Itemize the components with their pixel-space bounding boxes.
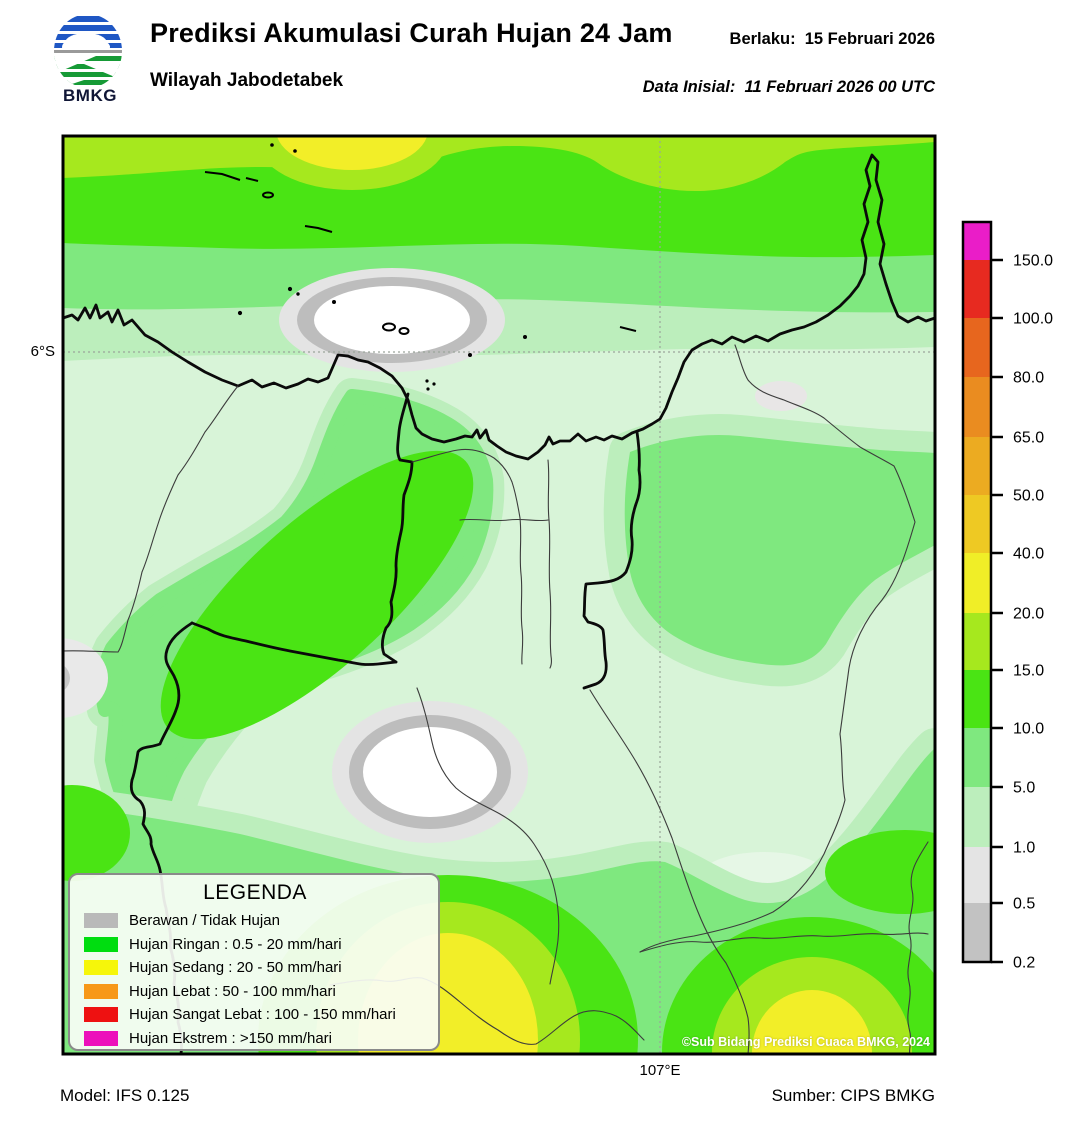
colorbar-segment (963, 437, 991, 495)
colorbar-segment (963, 728, 991, 787)
legend-item-label: Hujan Sangat Lebat : 100 - 150 mm/hari (129, 1006, 396, 1024)
valid-label: Berlaku: (729, 30, 796, 48)
colorbar-tick-label: 10.0 (1013, 721, 1044, 738)
init-label: Data Inisial: (642, 78, 736, 96)
colorbar-tick-label: 50.0 (1013, 488, 1044, 505)
legend-item-label: Hujan Sedang : 20 - 50 mm/hari (129, 959, 342, 977)
colorbar-segment (963, 495, 991, 553)
colorbar-tick-label: 150.0 (1013, 253, 1053, 270)
legend-item: Hujan Lebat : 50 - 100 mm/hari (84, 980, 426, 1004)
colorbar-tick-label: 100.0 (1013, 311, 1053, 328)
legend-item-label: Hujan Lebat : 50 - 100 mm/hari (129, 982, 336, 1000)
legend-swatch (84, 913, 118, 929)
colorbar-segment (963, 903, 991, 962)
legend-title: LEGENDA (203, 881, 307, 904)
top-yellow-blob (276, 136, 428, 170)
colorbar-tick-label: 20.0 (1013, 606, 1044, 623)
cloud-cell-north (279, 268, 505, 372)
region-right-medium (603, 413, 935, 687)
copyright-note: ©Sub Bidang Prediksi Cuaca BMKG, 2024 (681, 1035, 930, 1049)
legend-panel: LEGENDA Berawan / Tidak Hujan Hujan Ringa… (68, 873, 440, 1051)
legend-swatch (84, 1030, 118, 1046)
legend-item-label: Hujan Ringan : 0.5 - 20 mm/hari (129, 935, 342, 953)
colorbar-frame (961, 220, 993, 964)
colorbar-segment (963, 847, 991, 903)
colorbar-segment (963, 670, 991, 728)
colorbar-tick-label: 5.0 (1013, 780, 1035, 797)
source-label: Sumber: CIPS BMKG (771, 1086, 935, 1105)
colorbar-segment (963, 318, 991, 377)
legend-item: Hujan Ekstrem : >150 mm/hari (84, 1027, 426, 1051)
colorbar-segment (963, 377, 991, 437)
colorbar-segment (963, 787, 991, 847)
map-canvas (63, 136, 935, 1054)
colorbar-tick-label: 0.5 (1013, 896, 1035, 913)
initial-data-date: Data Inisial: 11 Februari 2026 00 UTC (643, 78, 935, 97)
colorbar-tick-label: 15.0 (1013, 663, 1044, 680)
legend-item: Hujan Sangat Lebat : 100 - 150 mm/hari (84, 1003, 426, 1027)
legend-item-label: Hujan Ekstrem : >150 mm/hari (129, 1029, 332, 1047)
legend-items: Berawan / Tidak Hujan Hujan Ringan : 0.5 … (84, 909, 426, 1050)
blob-bright-centre (160, 450, 474, 740)
colorbar-tick-label: 40.0 (1013, 546, 1044, 563)
colorbar-tick-label: 0.2 (1013, 955, 1035, 972)
cloud-cell-west (63, 638, 108, 718)
legend-swatch (84, 1007, 118, 1023)
coastline (63, 153, 935, 461)
page-title: Prediksi Akumulasi Curah Hujan 24 Jam (150, 18, 673, 48)
colorbar-segment (963, 222, 991, 260)
bmkg-logo (53, 13, 123, 89)
colorbar: 150.0 100.0 80.0 65.0 50.0 40.0 20.0 15.0 10.0 5.… (961, 220, 1053, 972)
init-value: 11 Februari 2026 00 UTC (744, 78, 935, 96)
graticule (63, 136, 935, 1054)
colorbar-tick-label: 1.0 (1013, 840, 1035, 857)
page-subtitle: Wilayah Jabodetabek (150, 70, 344, 91)
legend-swatch (84, 936, 118, 952)
colorbar-segment (963, 260, 991, 318)
legend-item: Berawan / Tidak Hujan (84, 909, 426, 933)
valid-date: Berlaku: 15 Februari 2026 (730, 30, 935, 49)
colorbar-tick-label: 80.0 (1013, 370, 1044, 387)
map-frame (61, 134, 937, 1056)
legend-item-label: Berawan / Tidak Hujan (129, 912, 280, 930)
blob-bright-right-edge (825, 830, 935, 914)
legend-swatch (84, 983, 118, 999)
cloud-cell-south (332, 701, 528, 843)
logo-caption: BMKG (63, 86, 117, 105)
islands (204, 143, 637, 391)
legend-item: Hujan Ringan : 0.5 - 20 mm/hari (84, 933, 426, 957)
valid-value: 15 Februari 2026 (804, 30, 935, 48)
longitude-label: 107°E (639, 1062, 681, 1079)
legend-item: Hujan Sedang : 20 - 50 mm/hari (84, 956, 426, 980)
blob-bright-left (63, 785, 130, 881)
colorbar-segment (963, 613, 991, 670)
rain-max-right (662, 917, 935, 1054)
legend-swatch (84, 960, 118, 976)
colorbar-tick-label: 65.0 (1013, 430, 1044, 447)
latitude-label: 6°S (30, 343, 55, 360)
colorbar-segment (963, 553, 991, 613)
regency-boundaries (63, 344, 929, 1054)
model-label: Model: IFS 0.125 (60, 1086, 190, 1105)
